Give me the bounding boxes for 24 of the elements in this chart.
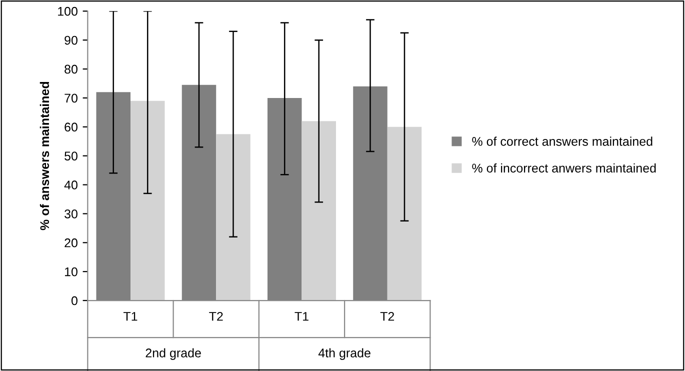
bar [216,134,250,301]
y-tick-label: 60 [64,122,78,132]
y-tick-label: 80 [64,64,78,74]
x-tick-label: T1 [294,312,308,321]
y-axis-title: % of answers maintained [40,82,50,230]
y-tick-label: 30 [64,209,78,218]
legend-label: % of correct answers maintained [472,136,652,146]
y-tick-label: 100 [58,6,78,16]
y-tick-label: 10 [65,267,78,276]
bar [302,121,336,301]
y-tick-label: 0 [71,296,78,306]
x-tick-label: T2 [380,312,394,321]
y-tick-label: 20 [64,238,78,248]
y-tick-label: 50 [64,152,78,160]
legend-label: % of incorrect anwers maintained [472,163,656,173]
x-tick-label: T1 [123,312,138,321]
x-tick-label: T2 [209,312,223,321]
bar [130,100,165,301]
y-tick-label: 70 [64,94,78,103]
text: 2nd grade [146,348,201,360]
text: 4th grade [318,348,370,360]
bar [387,126,422,301]
y-tick-label: 90 [64,36,78,45]
y-tick-label: 40 [64,180,78,190]
